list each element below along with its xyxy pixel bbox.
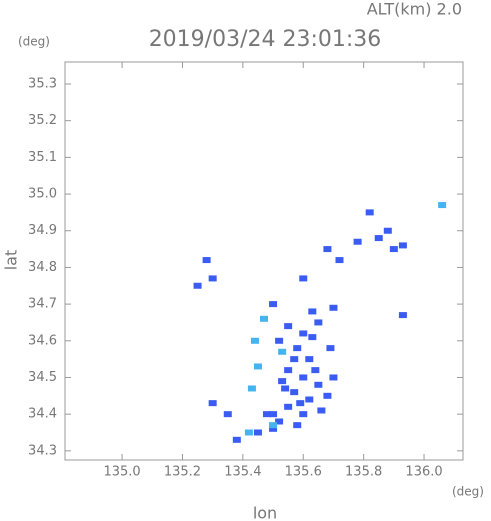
y-tick-label: 34.9 [28, 223, 57, 238]
radar-echo [389, 246, 398, 253]
y-tick-label: 34.4 [28, 407, 57, 422]
radar-echo [263, 411, 272, 418]
y-tick-label: 34.3 [28, 443, 57, 458]
radar-echo [314, 381, 323, 388]
radar-echo [308, 308, 317, 315]
radar-echo [278, 378, 287, 385]
y-tick-label: 35.3 [28, 77, 57, 92]
y-axis-label: lat [2, 250, 21, 271]
radar-echo [284, 323, 293, 330]
plot-frame [64, 61, 464, 461]
radar-echo [398, 312, 407, 319]
y-tick-label: 35.1 [28, 150, 57, 165]
radar-echo [323, 246, 332, 253]
radar-echo [244, 429, 253, 436]
radar-echo [232, 436, 241, 443]
radar-echo [299, 374, 308, 381]
radar-echo [326, 345, 335, 352]
radar-echo [293, 345, 302, 352]
x-unit: (deg) [452, 485, 484, 499]
radar-echo [275, 337, 284, 344]
x-tick-label: 136.0 [405, 465, 442, 480]
y-tick-label: 34.5 [28, 370, 57, 385]
x-tick-label: 135.8 [345, 465, 382, 480]
y-tick-label: 34.6 [28, 333, 57, 348]
radar-echo [311, 367, 320, 374]
radar-echo [299, 330, 308, 337]
y-unit: (deg) [18, 35, 50, 49]
radar-echo [193, 282, 202, 289]
radar-echo [269, 301, 278, 308]
chart-title: 2019/03/24 23:01:36 [149, 27, 382, 52]
radar-echo [253, 429, 262, 436]
radar-echo [208, 400, 217, 407]
radar-echo [438, 202, 447, 209]
radar-echo [208, 275, 217, 282]
radar-echo [329, 374, 338, 381]
radar-echo [365, 209, 374, 216]
radar-echo [335, 257, 344, 264]
radar-echo [269, 422, 278, 429]
radar-echo [299, 275, 308, 282]
radar-echo [202, 257, 211, 264]
y-tick-label: 34.7 [28, 297, 57, 312]
radar-echo [299, 411, 308, 418]
radar-echo [260, 315, 268, 322]
radar-echo [278, 348, 287, 355]
radar-echo [223, 411, 232, 418]
x-tick-label: 135.6 [285, 465, 322, 480]
radar-echo [269, 425, 278, 432]
y-tick-label: 35.0 [28, 187, 57, 202]
radar-echo [314, 319, 323, 326]
radar-echo [269, 411, 278, 418]
radar-echo [284, 367, 293, 374]
radar-echo [281, 385, 290, 392]
radar-echo [374, 235, 383, 242]
radar-echo [305, 396, 314, 403]
radar-echo [284, 403, 293, 410]
radar-echo [317, 407, 326, 414]
radar-echo [250, 337, 259, 344]
x-axis-label: lon [253, 504, 277, 521]
radar-echo [253, 363, 262, 370]
radar-echo [290, 389, 299, 396]
radar-echo [398, 242, 407, 249]
radar-echo [247, 385, 256, 392]
radar-echo [293, 422, 302, 429]
radar-echo [308, 334, 317, 341]
x-tick-label: 135.4 [224, 465, 261, 480]
chart-subtitle: ALT(km) 2.0 [367, 0, 462, 19]
radar-echo [296, 400, 305, 407]
x-tick-label: 135.2 [164, 465, 201, 480]
radar-echo [305, 356, 314, 363]
radar-echo [323, 392, 332, 399]
y-tick-label: 35.2 [28, 113, 57, 128]
radar-echo [275, 418, 284, 425]
x-tick-label: 135.0 [103, 465, 140, 480]
radar-echo [383, 227, 392, 234]
radar-echo [353, 238, 362, 245]
y-tick-label: 34.8 [28, 260, 57, 275]
radar-echo [329, 304, 338, 311]
radar-echo [290, 356, 299, 363]
